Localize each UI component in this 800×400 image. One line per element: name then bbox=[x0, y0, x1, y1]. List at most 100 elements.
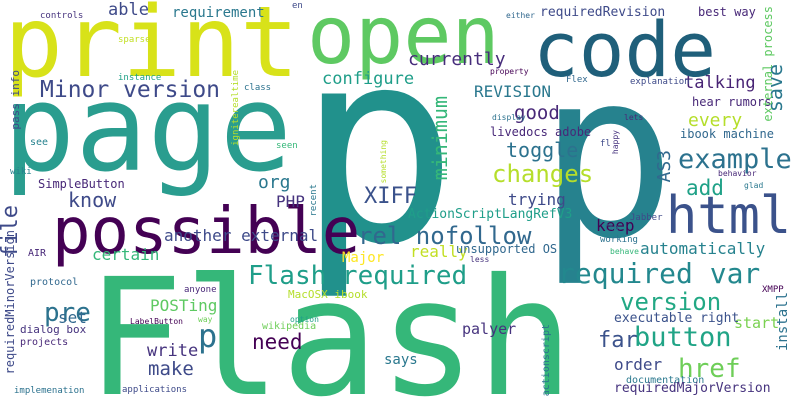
word-trying: trying bbox=[508, 190, 566, 209]
word-revision: REVISION bbox=[474, 82, 552, 101]
word-label-button: LabelButton bbox=[130, 317, 183, 326]
word-happy: happy bbox=[611, 130, 620, 155]
word-p-large-2: p bbox=[538, 23, 677, 290]
word-wikipedia: wikipedia bbox=[262, 321, 317, 332]
word-required-major-version: requiredMajorVersion bbox=[614, 381, 771, 396]
word-jabber: Jabber bbox=[630, 213, 663, 223]
word-p-small: p bbox=[198, 317, 218, 355]
word-hear-rumors: hear rumors bbox=[692, 95, 772, 109]
word-order: order bbox=[614, 355, 663, 374]
word-option: option bbox=[290, 315, 319, 324]
word-html: html bbox=[666, 186, 792, 246]
word-xmpp: XMPP bbox=[762, 285, 784, 295]
word-macosx-ibook: MacOSX ibook bbox=[288, 288, 368, 301]
word-less: less bbox=[470, 255, 490, 264]
word-open: open bbox=[307, 0, 500, 82]
word-major: Major bbox=[342, 250, 385, 266]
word-lets: lets bbox=[624, 113, 644, 122]
word-palyer: palyer bbox=[462, 320, 517, 338]
word-sparse: sparse bbox=[118, 35, 151, 45]
word-flex: Flex bbox=[566, 75, 588, 85]
word-version: version bbox=[620, 288, 722, 316]
word-protocol: protocol bbox=[30, 277, 79, 288]
word-applications: applications bbox=[122, 385, 188, 395]
word-either: either bbox=[506, 11, 535, 20]
word-org: org bbox=[258, 172, 291, 193]
word-automatically: automatically bbox=[640, 239, 766, 258]
word-need: need bbox=[252, 330, 303, 354]
word-as3: AS3 bbox=[654, 150, 675, 183]
word-example: example bbox=[678, 144, 792, 175]
word-way: way bbox=[198, 315, 213, 324]
word-set: set bbox=[58, 308, 87, 327]
word-wiki: wiki bbox=[10, 167, 32, 177]
word-instance: instance bbox=[118, 73, 162, 83]
word-anyone: anyone bbox=[184, 285, 217, 295]
word-posting: POSTing bbox=[150, 296, 218, 315]
word-code: code bbox=[533, 5, 717, 94]
word-something: something bbox=[379, 140, 388, 184]
word-know: know bbox=[68, 188, 117, 212]
word-property: property bbox=[490, 67, 529, 76]
word-possible: possible bbox=[52, 195, 361, 269]
word-flash-required: Flash required bbox=[248, 261, 468, 291]
word-behavior: behavior bbox=[718, 169, 757, 178]
word-currently: currently bbox=[408, 49, 506, 70]
word-display: display bbox=[492, 113, 526, 122]
word-documentation: documentation bbox=[626, 375, 705, 386]
word-pass-info: pass info bbox=[9, 70, 22, 130]
word-required-var: required var bbox=[558, 257, 761, 290]
word-configure: configure bbox=[322, 69, 415, 89]
word-install: install bbox=[775, 292, 791, 352]
word-keep: keep bbox=[596, 216, 635, 235]
word-p-large: p bbox=[297, 0, 459, 304]
word-simple-button: SimpleButton bbox=[38, 177, 125, 191]
word-href: href bbox=[678, 354, 741, 384]
word-flash: Flash bbox=[86, 245, 574, 400]
word-ibook-machine: ibook machine bbox=[680, 127, 774, 141]
word-class: class bbox=[244, 83, 272, 93]
word-controls: controls bbox=[40, 11, 84, 21]
word-good: good bbox=[514, 102, 560, 124]
word-fla: fla bbox=[604, 223, 619, 232]
word-executable-right: executable right bbox=[614, 311, 740, 326]
word-toggle: toggle bbox=[506, 138, 579, 162]
word-php: PHP bbox=[276, 192, 305, 211]
word-livedocs-adobe: livedocs adobe bbox=[490, 125, 592, 139]
word-minimum: minimum bbox=[428, 96, 452, 181]
word-pre: pre bbox=[44, 298, 91, 328]
word-fl: fl bbox=[600, 139, 611, 149]
word-page: page bbox=[3, 60, 292, 199]
word-print: print bbox=[4, 0, 300, 100]
word-minor-version: Minor version bbox=[40, 77, 221, 103]
word-far: far bbox=[598, 328, 638, 353]
word-external-process: external process bbox=[761, 6, 775, 122]
word-see: see bbox=[30, 137, 49, 148]
word-best-way: best way bbox=[698, 5, 756, 19]
word-actionscript-lang-ref: ActionScriptLangRefV3 bbox=[408, 207, 573, 222]
word-says: says bbox=[384, 352, 418, 368]
word-seen: seen bbox=[276, 141, 298, 151]
word-en: en bbox=[292, 1, 303, 11]
word-air: AIR bbox=[28, 248, 47, 259]
word-explanation: explanation bbox=[630, 77, 690, 87]
word-make: make bbox=[148, 358, 194, 380]
word-actionscript: actionscript bbox=[541, 324, 552, 397]
word-changes: changes bbox=[492, 160, 594, 188]
word-behave: behave bbox=[610, 247, 639, 256]
word-really: really bbox=[410, 242, 468, 261]
word-dialog-box: dialog box bbox=[20, 323, 87, 336]
word-projects: projects bbox=[20, 337, 69, 348]
word-required-revision: requiredRevision bbox=[540, 5, 666, 20]
word-every: every bbox=[688, 110, 743, 131]
word-rel-nofollow: rel nofollow bbox=[358, 222, 532, 250]
word-requirement: requirement bbox=[172, 5, 265, 21]
word-implemenation: implemenation bbox=[14, 386, 85, 396]
word-certain: certain bbox=[92, 245, 160, 264]
word-igniterealtime: igniterealtime bbox=[231, 70, 241, 146]
word-unsupported-os: unsupported OS bbox=[456, 242, 558, 256]
word-able: able bbox=[108, 0, 149, 20]
word-start: start bbox=[734, 314, 780, 332]
word-recent: recent bbox=[309, 184, 319, 217]
